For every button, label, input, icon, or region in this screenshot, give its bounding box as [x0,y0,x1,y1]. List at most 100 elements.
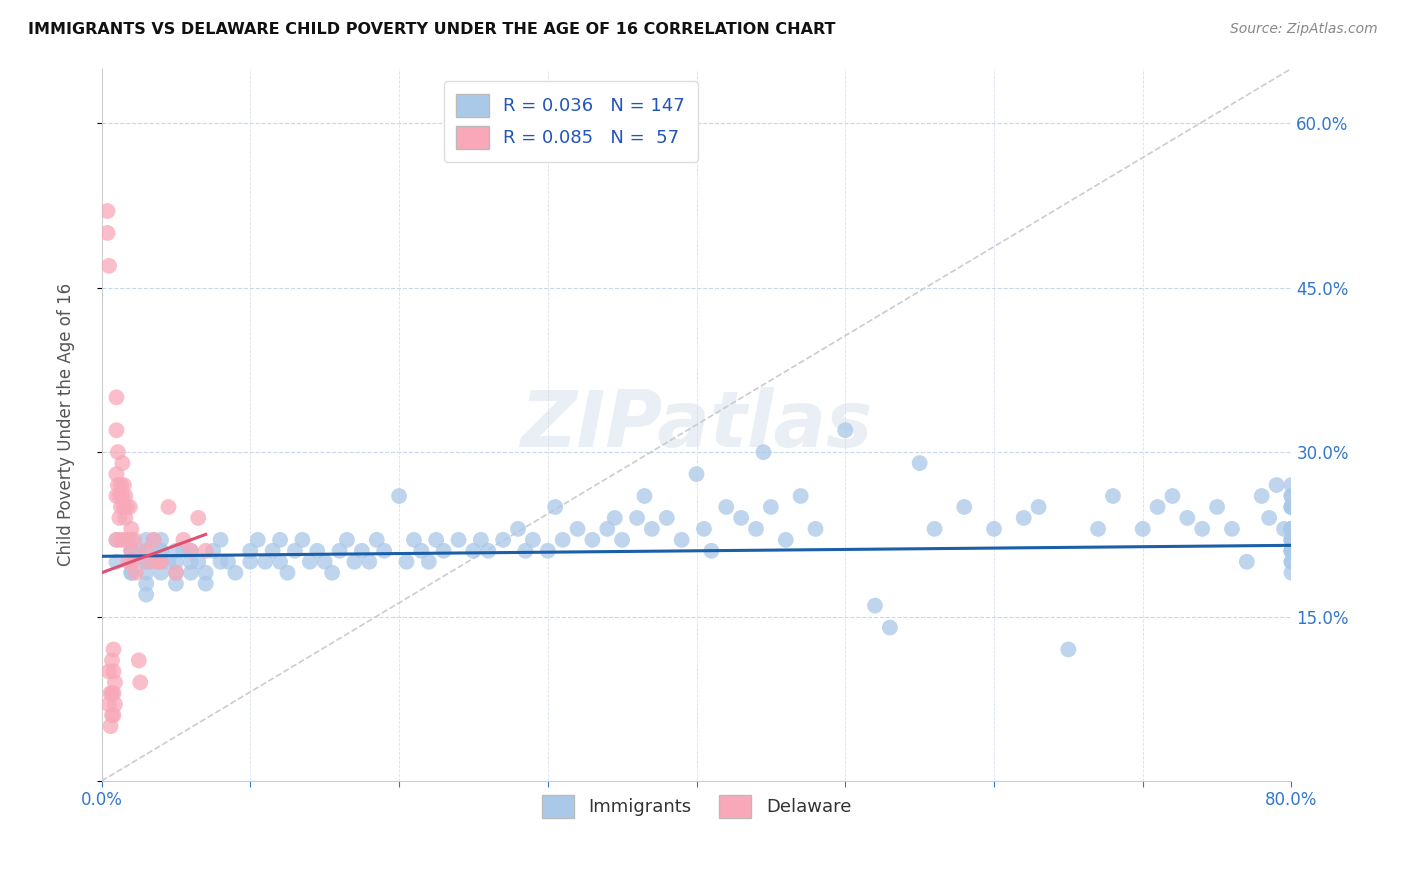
Point [1132,522,1154,536]
Point [135,555,157,569]
Point [108,489,131,503]
Point [142,555,165,569]
Point [239,555,262,569]
Point [775,533,797,547]
Point [217,555,239,569]
Point [537,544,560,558]
Point [291,533,314,547]
Point [98,698,121,712]
Point [165,566,187,580]
Point [983,522,1005,536]
Point [298,555,321,569]
Point [157,500,180,514]
Point [402,533,425,547]
Point [433,544,456,558]
Point [1281,478,1303,492]
Point [1250,489,1272,503]
Point [142,533,165,547]
Point [180,544,202,558]
Point [276,566,298,580]
Point [879,621,901,635]
Point [359,555,381,569]
Point [165,576,187,591]
Point [269,555,291,569]
Point [789,489,811,503]
Point [804,522,827,536]
Point [477,544,499,558]
Point [418,555,440,569]
Point [522,533,544,547]
Point [1175,511,1198,525]
Point [108,511,131,525]
Point [863,599,886,613]
Point [105,423,128,437]
Point [515,544,537,558]
Point [120,566,142,580]
Point [336,533,359,547]
Point [1281,544,1303,558]
Point [194,576,217,591]
Point [114,489,136,503]
Point [284,544,307,558]
Point [117,533,139,547]
Legend: Immigrants, Delaware: Immigrants, Delaware [534,788,859,825]
Point [187,555,209,569]
Point [103,686,125,700]
Point [395,555,418,569]
Point [1161,489,1184,503]
Point [104,698,127,712]
Point [463,544,485,558]
Point [953,500,976,514]
Point [1281,555,1303,569]
Point [1281,522,1303,536]
Point [135,588,157,602]
Point [165,544,187,558]
Point [111,456,134,470]
Point [1281,489,1303,503]
Point [1281,566,1303,580]
Point [254,555,277,569]
Point [411,544,433,558]
Point [1206,500,1229,514]
Point [142,533,165,547]
Point [115,500,138,514]
Point [551,533,574,547]
Point [100,719,122,733]
Point [209,555,232,569]
Point [685,467,707,481]
Point [262,544,284,558]
Point [752,445,775,459]
Point [350,544,373,558]
Point [104,675,127,690]
Point [1028,500,1050,514]
Point [269,533,291,547]
Point [641,522,664,536]
Point [1281,522,1303,536]
Point [120,555,142,569]
Point [506,522,529,536]
Point [135,566,157,580]
Point [105,390,128,404]
Point [908,456,931,470]
Point [633,489,655,503]
Point [98,665,121,679]
Point [314,555,336,569]
Point [1102,489,1125,503]
Point [103,665,125,679]
Point [209,533,232,547]
Point [1236,555,1258,569]
Point [105,533,128,547]
Point [110,500,132,514]
Point [180,566,202,580]
Point [120,533,142,547]
Point [105,467,128,481]
Point [596,522,619,536]
Point [128,653,150,667]
Point [111,489,134,503]
Point [1281,533,1303,547]
Point [118,500,141,514]
Point [1281,544,1303,558]
Y-axis label: Child Poverty Under the Age of 16: Child Poverty Under the Age of 16 [58,283,75,566]
Point [366,533,388,547]
Point [655,511,678,525]
